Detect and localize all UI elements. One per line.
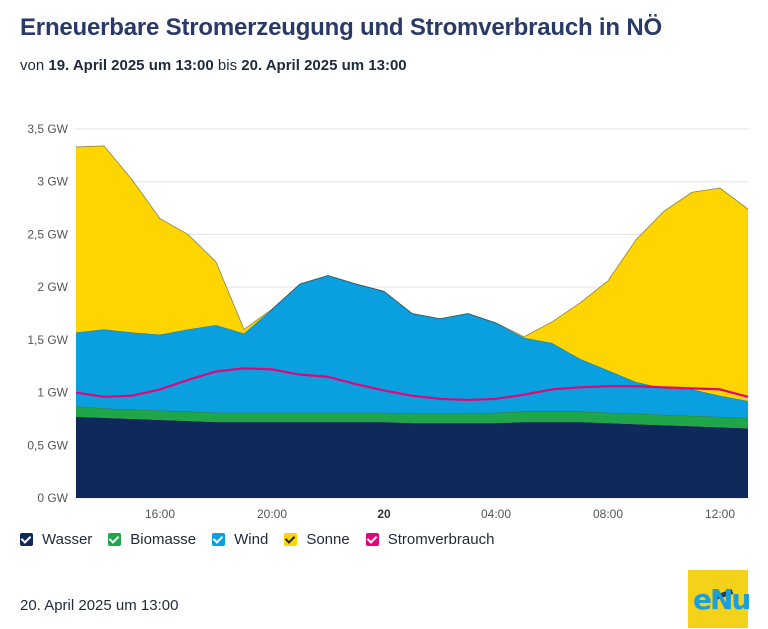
- line-stromverbrauch[interactable]: [75, 367, 749, 402]
- legend-swatch-wasser-checkbox-icon[interactable]: [20, 533, 33, 546]
- legend-item-stromverbrauch[interactable]: Stromverbrauch: [365, 531, 495, 548]
- chart-subtitle: von 19. April 2025 um 13:00 bis 20. Apri…: [20, 57, 407, 74]
- area-edge-sonne: [75, 145, 749, 338]
- legend-item-sonne[interactable]: Sonne: [284, 531, 350, 548]
- legend-item-wasser[interactable]: Wasser: [20, 531, 92, 548]
- y-tick-label: 0,5 GW: [27, 438, 68, 452]
- area-wind[interactable]: [76, 275, 748, 418]
- legend-item-biomasse[interactable]: Biomasse: [108, 531, 196, 548]
- subtitle-prefix: von: [20, 57, 45, 74]
- chart-title: Erneuerbare Stromerzeugung und Stromverb…: [20, 14, 662, 41]
- area-sonne[interactable]: [76, 145, 748, 402]
- area-chart[interactable]: 0 GW 0,5 GW 1 GW 1,5 GW 2 GW 2,5 GW 3 GW 3,5 GW…: [0, 0, 768, 520]
- legend-label-wind: Wind: [234, 531, 269, 548]
- y-tick-label: 1 GW: [37, 386, 68, 400]
- y-tick-label: 2,5 GW: [27, 227, 68, 241]
- subtitle-start-date: 19. April 2025 um 13:00: [48, 57, 214, 74]
- y-tick-label: 3,5 GW: [27, 122, 68, 136]
- y-tick-label: 2 GW: [37, 280, 68, 294]
- x-tick-label: 16:00: [145, 507, 175, 520]
- x-tick-label: 04:00: [481, 507, 511, 520]
- legend-swatch-stromverbrauch-checkbox-icon[interactable]: [365, 533, 379, 546]
- subtitle-end-date: 20. April 2025 um 13:00: [241, 57, 407, 74]
- legend-swatch-wind-checkbox-icon[interactable]: [212, 533, 226, 546]
- footer-date: 20. April 2025 um 13:00: [20, 597, 179, 614]
- subtitle-mid: bis: [217, 57, 238, 74]
- legend-swatch-sonne-checkbox-icon[interactable]: [284, 533, 298, 546]
- legend-item-wind[interactable]: Wind: [212, 531, 268, 548]
- area-wasser[interactable]: [76, 416, 748, 498]
- legend-swatch-biomasse-checkbox-icon[interactable]: [108, 533, 122, 546]
- logo-text: eNu: [693, 583, 751, 616]
- y-tick-label: 1,5 GW: [27, 333, 68, 347]
- y-tick-label: 3 GW: [37, 175, 68, 189]
- legend-label-sonne: Sonne: [306, 531, 350, 548]
- legend-label-wasser: Wasser: [42, 531, 93, 548]
- chart-legend: Wasser Biomasse Wind Sonne Stromverbrauc…: [20, 531, 510, 548]
- y-tick-label: 0 GW: [37, 491, 68, 505]
- legend-label-stromverbrauch: Stromverbrauch: [387, 531, 495, 548]
- x-tick-label: 12:00: [705, 507, 735, 520]
- legend-label-biomasse: Biomasse: [130, 531, 197, 548]
- enu-logo: eNu: [688, 570, 751, 628]
- x-tick-label: 20: [377, 507, 391, 520]
- x-tick-label: 20:00: [257, 507, 287, 520]
- x-tick-label: 08:00: [593, 507, 623, 520]
